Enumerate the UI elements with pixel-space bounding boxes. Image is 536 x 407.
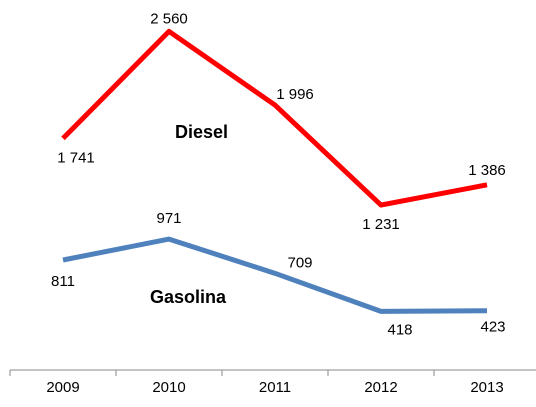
data-label: 423 — [480, 319, 505, 336]
x-tick-label: 2012 — [364, 379, 397, 396]
data-label: 1 231 — [362, 216, 400, 233]
data-label: 1 741 — [57, 149, 95, 166]
data-label: 811 — [51, 273, 75, 290]
series-name: Diesel — [175, 122, 228, 142]
data-label: 971 — [156, 210, 181, 227]
data-label: 1 386 — [468, 162, 506, 179]
x-tick-label: 2013 — [470, 379, 503, 396]
series-line — [62, 236, 488, 314]
x-tick-label: 2011 — [259, 379, 291, 396]
data-label: 418 — [387, 321, 412, 338]
data-label: 1 996 — [276, 86, 314, 103]
x-tick-label: 2010 — [152, 379, 185, 396]
series-line — [61, 28, 488, 208]
x-tick-label: 2009 — [46, 379, 79, 396]
data-label: 2 560 — [150, 10, 188, 27]
data-label: 709 — [287, 254, 312, 271]
series-name: Gasolina — [150, 287, 227, 307]
